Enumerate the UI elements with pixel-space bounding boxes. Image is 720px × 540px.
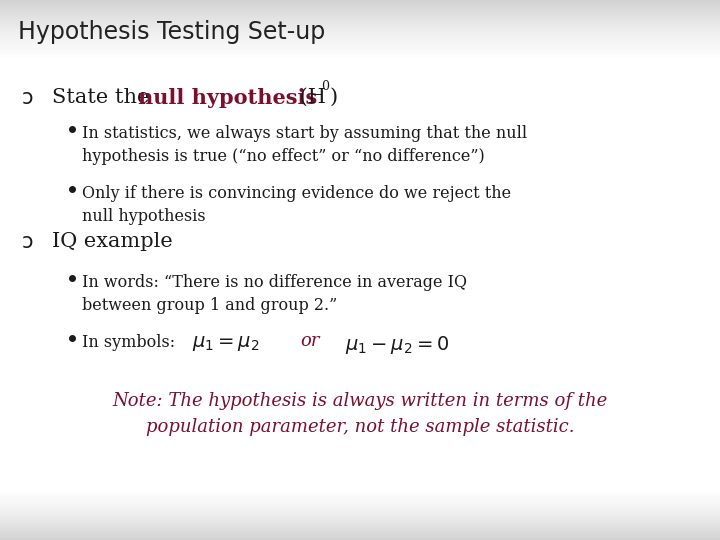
- Text: null hypothesis: null hypothesis: [138, 88, 318, 108]
- Text: or: or: [300, 332, 320, 350]
- Text: $\mu_1 = \mu_2$: $\mu_1 = \mu_2$: [192, 334, 259, 353]
- Text: Hypothesis Testing Set-up: Hypothesis Testing Set-up: [18, 20, 325, 44]
- Text: In symbols:: In symbols:: [82, 334, 175, 351]
- Text: IQ example: IQ example: [52, 232, 173, 251]
- Text: State the: State the: [52, 88, 156, 107]
- Text: Note: The hypothesis is always written in terms of the
population parameter, not: Note: The hypothesis is always written i…: [112, 392, 608, 436]
- Text: $\mu_1 - \mu_2 = 0$: $\mu_1 - \mu_2 = 0$: [345, 334, 449, 356]
- Text: In statistics, we always start by assuming that the null
hypothesis is true (“no: In statistics, we always start by assumi…: [82, 125, 527, 165]
- Text: (H: (H: [293, 88, 326, 107]
- Text: Only if there is convincing evidence do we reject the
null hypothesis: Only if there is convincing evidence do …: [82, 185, 511, 225]
- Text: ): ): [330, 88, 338, 107]
- Text: ɔ: ɔ: [22, 88, 34, 108]
- Bar: [0, 60, 720, 490]
- Text: In words: “There is no difference in average IQ
between group 1 and group 2.”: In words: “There is no difference in ave…: [82, 274, 467, 314]
- Text: 0: 0: [321, 80, 329, 93]
- Text: ɔ: ɔ: [22, 232, 34, 252]
